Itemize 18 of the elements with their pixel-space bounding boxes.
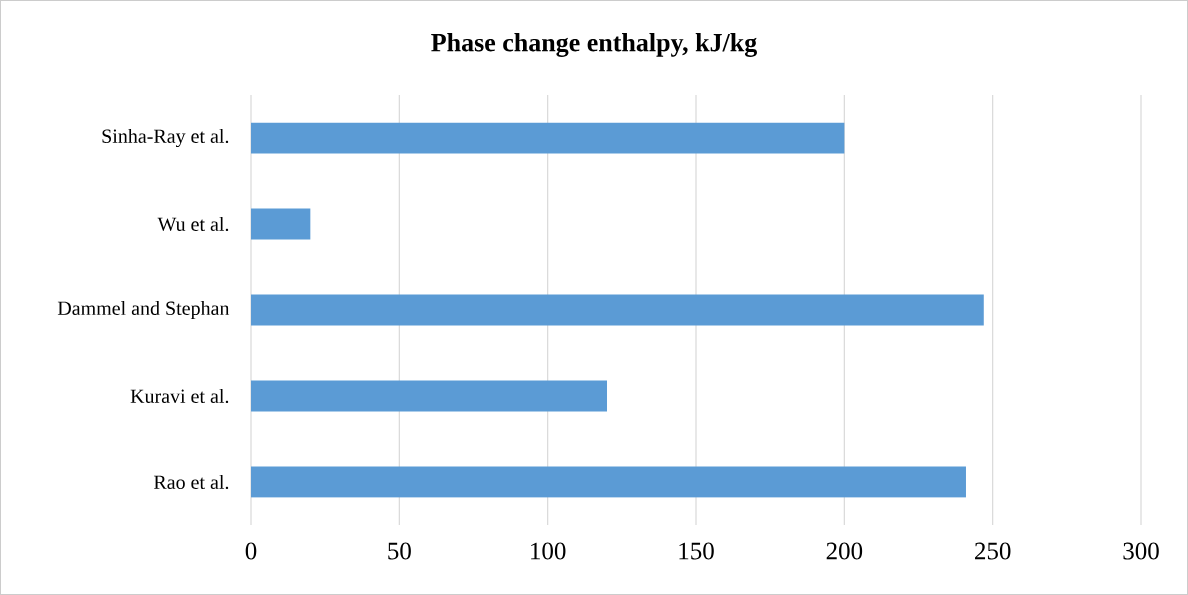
bar — [251, 380, 608, 412]
x-tick-label: 0 — [245, 542, 257, 560]
x-tick-label: 150 — [679, 542, 714, 560]
chart-title: Phase change enthalpy, kJ/kg — [431, 33, 757, 57]
x-tick-label: 50 — [388, 542, 411, 560]
y-tick-label: Dammel and Stephan — [57, 300, 230, 320]
x-tick-label: 300 — [1123, 542, 1159, 560]
x-tick-label: 250 — [975, 542, 1011, 560]
y-tick-label: Rao et al. — [153, 474, 229, 490]
x-tick-label: 100 — [531, 542, 566, 560]
bar — [251, 466, 966, 498]
bar — [251, 122, 845, 154]
y-tick-label: Sinha-Ray et al. — [102, 128, 229, 148]
bar — [251, 208, 311, 240]
y-tick-label: Kuravi et al. — [130, 388, 229, 404]
y-tick-label: Wu et al. — [157, 216, 229, 232]
x-tick-label: 200 — [826, 542, 863, 560]
bar — [251, 294, 984, 326]
